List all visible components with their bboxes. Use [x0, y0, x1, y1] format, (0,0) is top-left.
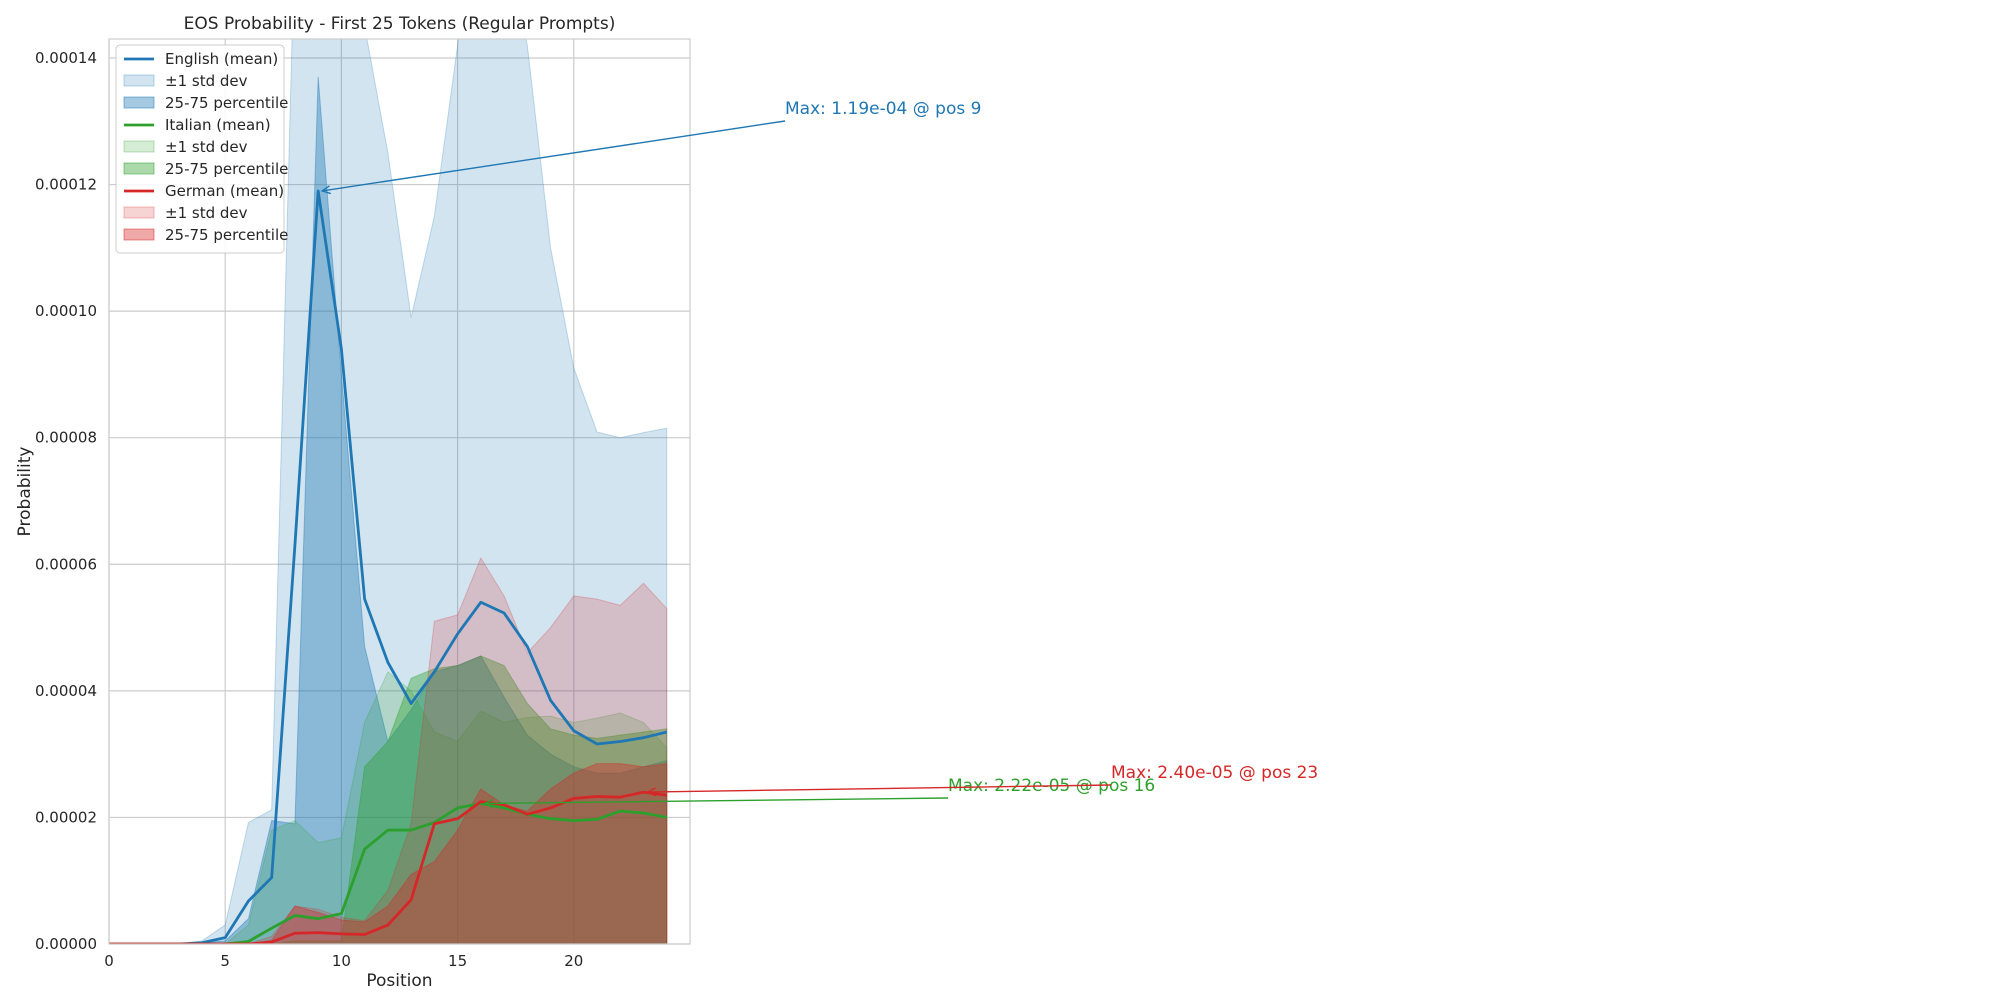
x-tick-label: 10 [332, 952, 351, 970]
english-iqr-legend-swatch [123, 96, 155, 109]
german-mean-line [109, 790, 667, 944]
english-annotation-arrow [322, 120, 786, 192]
tick-labels: 0 5 10 15 20 0.00000 0.00002 0.00004 0.00006 0.00… [35, 49, 583, 970]
italian-mean-legend-label: Italian (mean) [165, 116, 271, 134]
italian-iqr-legend-label: 25-75 percentile [165, 160, 288, 178]
italian-annotation-arrowhead [483, 798, 494, 808]
x-tick-label: 5 [220, 952, 230, 970]
german-std-legend-swatch [123, 206, 155, 219]
german-annotation-arrowhead [645, 787, 656, 797]
y-tick-label: 0.00000 [35, 935, 97, 953]
x-axis-label: Position [366, 971, 432, 991]
italian-mean-line [109, 802, 668, 944]
italian-iqr-band [109, 655, 668, 944]
plot-frame [108, 38, 691, 945]
y-tick-label: 0.00014 [35, 49, 97, 67]
english-series [109, 39, 668, 944]
series-layer [109, 39, 668, 944]
chart-title: EOS Probability - First 25 Tokens (Regul… [184, 14, 616, 34]
english-std-band [109, 39, 668, 944]
y-tick-label: 0.00008 [35, 429, 97, 447]
y-tick-label: 0.00012 [35, 176, 97, 194]
y-tick-label: 0.00004 [35, 682, 97, 700]
german-std-legend-label: ±1 std dev [165, 204, 248, 222]
legend-box [115, 44, 285, 254]
english-iqr-band [109, 76, 668, 944]
english-std-legend-swatch [123, 74, 155, 87]
german-iqr-legend-swatch [123, 228, 155, 241]
y-tick-label: 0.00006 [35, 555, 97, 573]
german-iqr-band [109, 763, 668, 944]
german-annotation-arrow [647, 784, 1112, 793]
english-annotation-text: Max: 1.19e-04 @ pos 9 [785, 99, 981, 119]
y-axis-label: Probability [15, 447, 35, 537]
italian-std-legend-swatch [123, 140, 155, 153]
english-mean-legend-label: English (mean) [165, 50, 278, 68]
legend: English (mean) ±1 std dev 25-75 percentile… [115, 44, 288, 254]
x-tick-label: 20 [564, 952, 583, 970]
y-tick-label: 0.00010 [35, 302, 97, 320]
english-std-legend-label: ±1 std dev [165, 72, 248, 90]
italian-series [109, 655, 668, 944]
german-annotation-text: Max: 2.40e-05 @ pos 23 [1111, 763, 1318, 783]
y-tick-label: 0.00002 [35, 808, 97, 826]
italian-std-legend-label: ±1 std dev [165, 138, 248, 156]
german-std-band [109, 556, 668, 944]
x-tick-label: 0 [104, 952, 114, 970]
german-series [109, 556, 668, 944]
italian-std-band [109, 671, 668, 944]
italian-iqr-legend-swatch [123, 162, 155, 175]
german-mean-legend-label: German (mean) [165, 182, 284, 200]
x-tick-label: 15 [448, 952, 467, 970]
italian-annotation-arrow [484, 797, 949, 805]
german-iqr-legend-label: 25-75 percentile [165, 226, 288, 244]
english-iqr-legend-label: 25-75 percentile [165, 94, 288, 112]
english-annotation-arrowhead [320, 185, 331, 195]
